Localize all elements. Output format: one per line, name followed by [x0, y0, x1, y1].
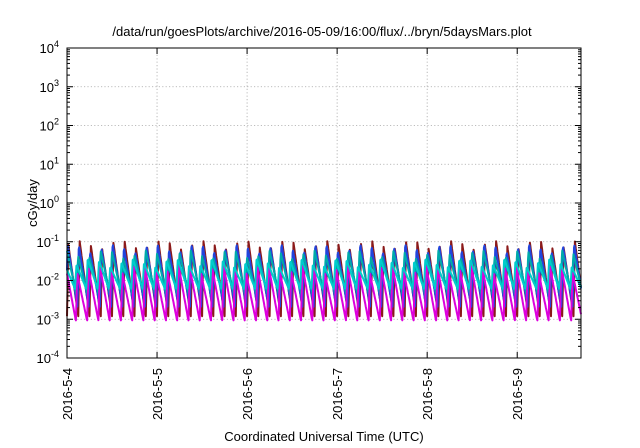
- series-layer: [66, 240, 582, 322]
- x-tick-label: 2016-5-6: [240, 368, 255, 420]
- y-tick-label: 104: [40, 39, 59, 56]
- x-tick-label: 2016-5-7: [330, 368, 345, 420]
- series-line: [66, 258, 582, 290]
- y-axis-label: cGy/day: [25, 179, 40, 227]
- y-tick-label: 10-1: [37, 233, 59, 250]
- x-tick-label: 2016-5-9: [510, 368, 525, 420]
- chart-title: /data/run/goesPlots/archive/2016-05-09/1…: [112, 24, 532, 39]
- y-tick-label: 10-4: [37, 349, 59, 366]
- y-tick-label: 103: [40, 78, 59, 95]
- axes: 10-4 10-3 10-2 10-1 100 101 102 103 104 2016-5-4 2…: [37, 39, 581, 420]
- y-tick-label: 102: [40, 117, 59, 134]
- plot-frame: [66, 47, 582, 359]
- series-line: [66, 264, 582, 322]
- x-tick-label: 2016-5-8: [420, 368, 435, 420]
- y-tick-label: 10-3: [37, 310, 59, 327]
- y-tick-label: 100: [40, 194, 59, 211]
- x-tick-label: 2016-5-5: [150, 368, 165, 420]
- x-tick-label: 2016-5-4: [60, 368, 75, 420]
- y-tick-label: 101: [40, 155, 59, 172]
- x-axis-label: Coordinated Universal Time (UTC): [224, 429, 423, 444]
- y-tick-label: 10-2: [37, 272, 59, 289]
